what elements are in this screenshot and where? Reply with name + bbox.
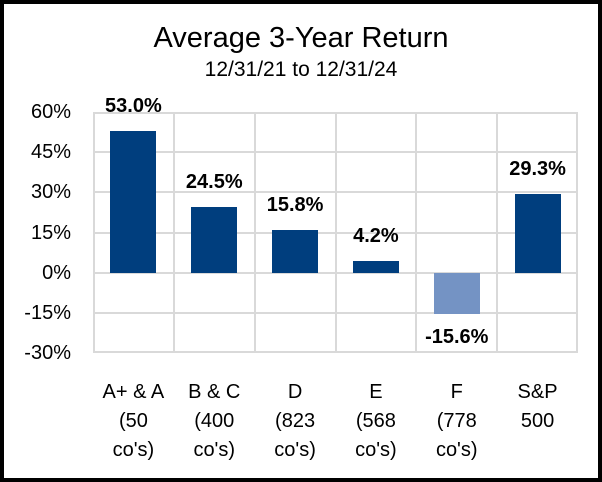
x-category-line: (400 <box>194 410 235 432</box>
x-category-label: E (568 co's) <box>336 378 417 465</box>
bar-value-label: 4.2% <box>353 225 399 248</box>
gridline-vertical <box>172 114 175 351</box>
y-tick-label: 30% <box>30 181 71 204</box>
x-category-label: B & C (400 co's) <box>174 378 255 465</box>
bar-5 <box>433 272 480 315</box>
x-category-label: F (778 co's) <box>416 378 497 465</box>
y-tick-label: 15% <box>30 221 71 244</box>
bar-6 <box>514 194 561 273</box>
y-tick-label: -15% <box>24 301 71 324</box>
x-category-line: E <box>369 381 383 403</box>
gridline-vertical <box>334 114 337 351</box>
x-category-label: S&P 500 <box>497 378 578 436</box>
x-category-line: F <box>450 381 463 403</box>
x-category-line: S&P <box>517 381 558 403</box>
y-tick-label: 60% <box>30 101 71 123</box>
y-tick-label: -30% <box>24 342 71 364</box>
x-category-line: (823 <box>275 410 316 432</box>
x-category-line: B & C <box>188 381 241 403</box>
x-category-label: D (823 co's) <box>255 378 336 465</box>
x-category-line: co's) <box>274 439 316 461</box>
gridline-vertical <box>253 114 256 351</box>
x-category-line: A+ & A <box>102 381 165 403</box>
x-category-line: co's) <box>193 439 236 461</box>
x-category-line: (50 <box>118 410 148 432</box>
bar-value-label: 29.3% <box>509 158 566 181</box>
y-tick-label: 0% <box>42 261 71 284</box>
chart-title: Average 3-Year Return <box>153 22 449 54</box>
y-tick-label: 45% <box>30 141 71 164</box>
bar-value-label: -15.6% <box>425 326 489 349</box>
bar-4 <box>352 261 399 273</box>
x-category-line: co's) <box>112 439 155 461</box>
bar-value-label: 24.5% <box>185 171 243 194</box>
bar-2 <box>191 207 238 273</box>
x-category-label: A+ & A (50 co's) <box>93 378 174 465</box>
bar-1 <box>110 130 157 273</box>
plot-area <box>93 112 578 353</box>
gridline-vertical <box>496 114 499 351</box>
gridline-vertical <box>415 114 418 351</box>
x-category-line: (778 <box>436 410 477 432</box>
x-category-line: 500 <box>520 410 555 432</box>
x-category-line: co's) <box>355 439 397 461</box>
chart-subtitle: 12/31/21 to 12/31/24 <box>204 58 398 81</box>
x-category-line: (568 <box>355 410 396 432</box>
bar-value-label: 15.8% <box>266 194 324 217</box>
x-category-line: D <box>287 381 303 403</box>
bar-3 <box>272 230 319 273</box>
bar-value-label: 53.0% <box>105 94 162 117</box>
x-category-line: co's) <box>435 439 478 461</box>
